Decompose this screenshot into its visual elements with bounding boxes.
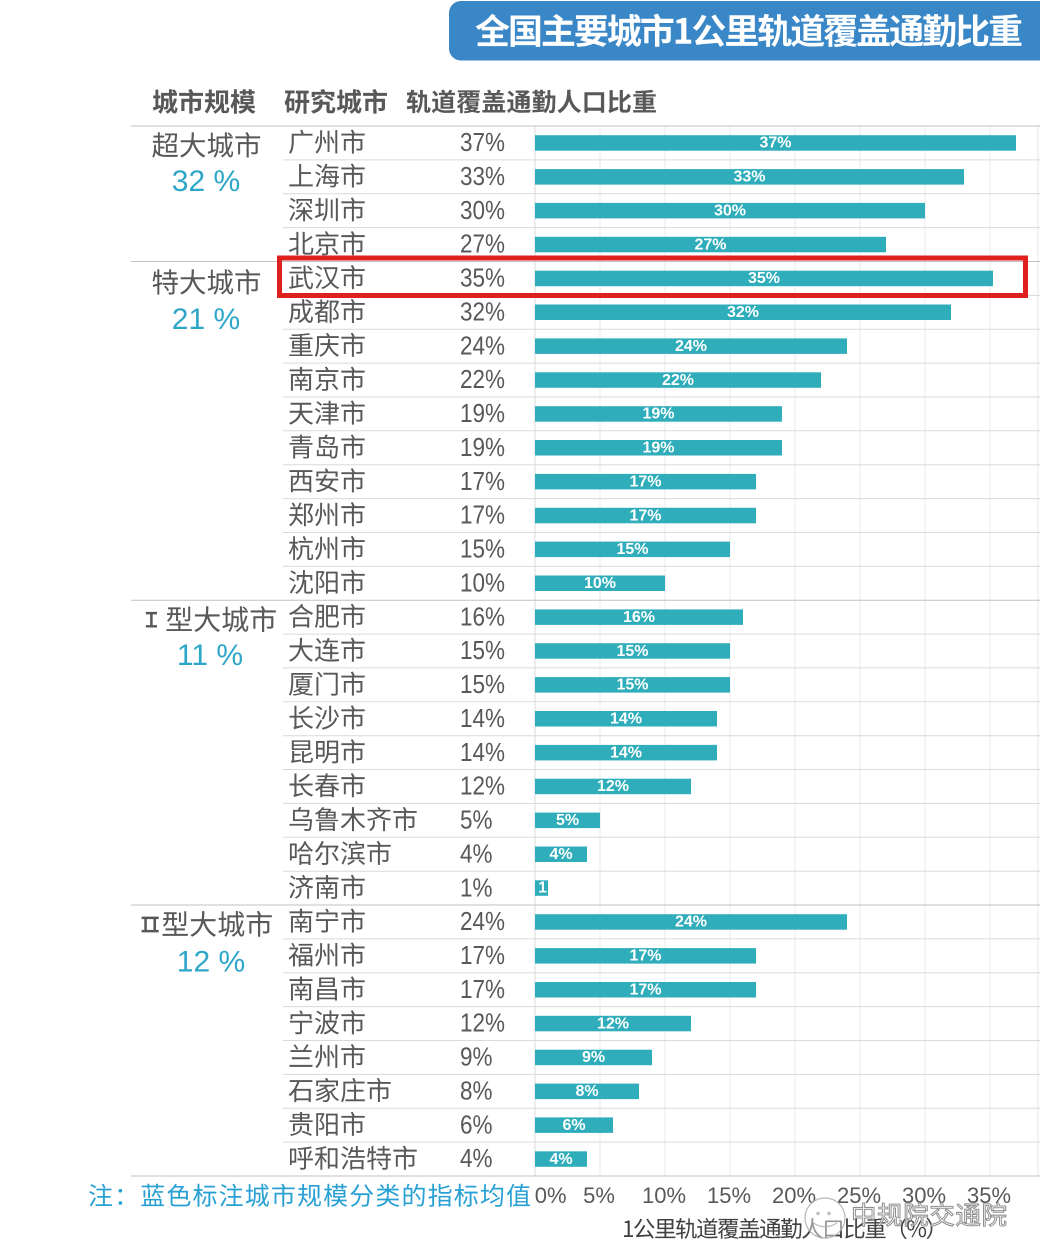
svg-text:12%: 12% — [597, 1015, 629, 1032]
svg-text:4%: 4% — [549, 1151, 572, 1168]
svg-text:15%: 15% — [707, 1183, 751, 1208]
svg-text:14%: 14% — [460, 737, 505, 767]
svg-text:14%: 14% — [460, 703, 505, 733]
svg-text:33%: 33% — [733, 169, 765, 186]
svg-text:0%: 0% — [535, 1183, 567, 1208]
svg-text:14%: 14% — [610, 711, 642, 728]
svg-text:5%: 5% — [583, 1183, 615, 1208]
svg-text:4%: 4% — [460, 1143, 493, 1173]
svg-text:5%: 5% — [460, 805, 493, 835]
svg-text:4%: 4% — [549, 846, 572, 863]
svg-text:17%: 17% — [629, 473, 661, 490]
svg-text:24%: 24% — [460, 330, 505, 360]
svg-text:15%: 15% — [460, 534, 505, 564]
svg-text:17%: 17% — [460, 466, 505, 496]
svg-text:6%: 6% — [562, 1117, 585, 1134]
svg-text:12%: 12% — [460, 1008, 505, 1038]
svg-text:25%: 25% — [837, 1183, 881, 1208]
svg-text:17%: 17% — [629, 982, 661, 999]
svg-text:19%: 19% — [642, 406, 674, 423]
svg-text:22%: 22% — [460, 364, 505, 394]
svg-text:24%: 24% — [675, 914, 707, 931]
svg-text:9%: 9% — [460, 1042, 493, 1072]
svg-text:11 %: 11 % — [177, 639, 243, 672]
svg-text:17%: 17% — [629, 507, 661, 524]
svg-text:32 %: 32 % — [172, 165, 240, 198]
svg-text:12%: 12% — [597, 778, 629, 795]
svg-text:5%: 5% — [556, 812, 579, 829]
svg-text:16%: 16% — [623, 609, 655, 626]
svg-text:32%: 32% — [460, 297, 505, 327]
svg-text:8%: 8% — [575, 1083, 598, 1100]
svg-text:21 %: 21 % — [172, 303, 240, 336]
svg-text:6%: 6% — [460, 1109, 493, 1139]
svg-text:15%: 15% — [616, 643, 648, 660]
svg-text:4%: 4% — [460, 838, 493, 868]
svg-text:14%: 14% — [610, 744, 642, 761]
svg-text:20%: 20% — [772, 1183, 816, 1208]
svg-text:17%: 17% — [629, 948, 661, 965]
svg-text:10%: 10% — [460, 567, 505, 597]
svg-text:19%: 19% — [460, 398, 505, 428]
svg-text:19%: 19% — [642, 440, 674, 457]
svg-text:15%: 15% — [460, 635, 505, 665]
svg-text:22%: 22% — [662, 372, 694, 389]
svg-text:17%: 17% — [460, 940, 505, 970]
svg-text:12 %: 12 % — [177, 945, 245, 978]
svg-text:30%: 30% — [714, 202, 746, 219]
svg-text:37%: 37% — [460, 127, 505, 157]
svg-text:24%: 24% — [460, 906, 505, 936]
svg-text:1%: 1% — [460, 872, 493, 902]
svg-text:35%: 35% — [460, 263, 505, 293]
svg-text:19%: 19% — [460, 432, 505, 462]
svg-text:32%: 32% — [727, 304, 759, 321]
svg-text:30%: 30% — [460, 195, 505, 225]
svg-text:10%: 10% — [584, 575, 616, 592]
svg-text:17%: 17% — [460, 974, 505, 1004]
svg-text:16%: 16% — [460, 601, 505, 631]
svg-text:12%: 12% — [460, 771, 505, 801]
svg-text:8%: 8% — [460, 1076, 493, 1106]
svg-text:9%: 9% — [582, 1049, 605, 1066]
svg-text:15%: 15% — [616, 677, 648, 694]
svg-text:27%: 27% — [694, 236, 726, 253]
svg-text:27%: 27% — [460, 229, 505, 259]
svg-text:24%: 24% — [675, 338, 707, 355]
svg-text:37%: 37% — [759, 135, 791, 152]
svg-text:15%: 15% — [616, 541, 648, 558]
svg-text:1: 1 — [538, 880, 547, 897]
svg-text:15%: 15% — [460, 669, 505, 699]
svg-text:17%: 17% — [460, 500, 505, 530]
svg-text:33%: 33% — [460, 161, 505, 191]
svg-text:35%: 35% — [748, 270, 780, 287]
svg-text:10%: 10% — [642, 1183, 686, 1208]
